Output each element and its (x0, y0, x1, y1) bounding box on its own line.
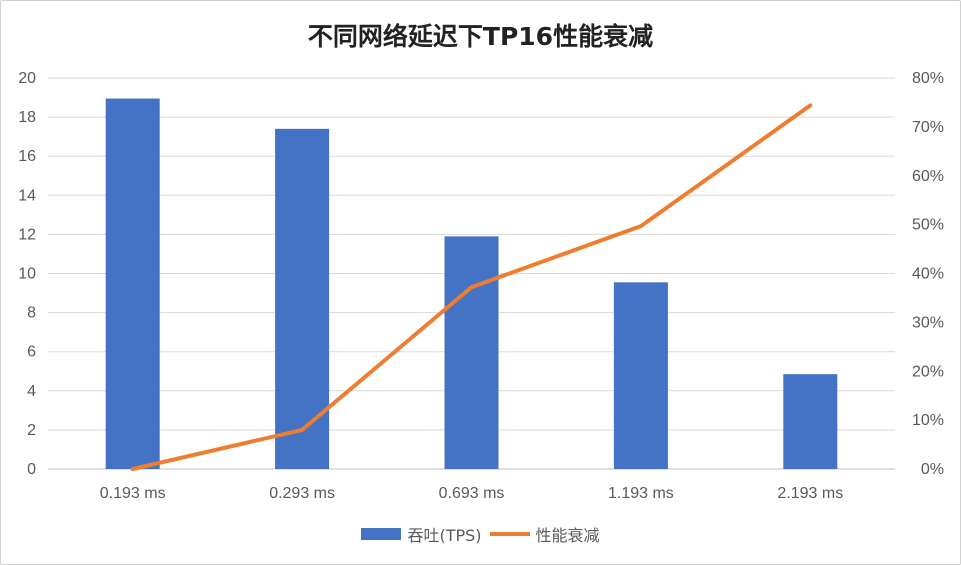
y-left-tick-label: 4 (27, 383, 36, 400)
y-right-tick-label: 10% (912, 412, 944, 429)
bar (613, 282, 668, 469)
y-left-tick-label: 10 (18, 266, 36, 283)
legend-label-decay: 性能衰减 (535, 526, 600, 545)
y-left-tick-label: 0 (27, 461, 36, 478)
decay-point (470, 285, 473, 289)
legend-label-throughput: 吞吐(TPS) (407, 526, 482, 545)
y-right-tick-label: 20% (912, 363, 944, 380)
y-left-tick-label: 18 (18, 109, 36, 126)
y-right-tick-label: 40% (912, 266, 944, 283)
decay-point (808, 103, 812, 107)
y-left-tick-label: 16 (18, 148, 36, 165)
legend-swatch-bar (361, 528, 402, 540)
decay-point (131, 467, 135, 471)
bar (783, 374, 838, 469)
y-right-tick-label: 70% (912, 119, 944, 136)
x-tick-label: 0.193 ms (100, 485, 166, 502)
bar (444, 236, 499, 469)
chart-title: 不同网络延迟下TP16性能衰减 (307, 22, 654, 51)
y-left-tick-label: 2 (27, 422, 36, 439)
y-right-tick-label: 80% (912, 70, 944, 87)
x-tick-label: 1.193 ms (608, 485, 674, 502)
bar (105, 98, 160, 469)
x-tick-label: 0.693 ms (439, 485, 505, 502)
y-left-tick-label: 8 (27, 305, 36, 322)
decay-point (639, 224, 643, 228)
y-right-tick-label: 30% (912, 314, 944, 331)
legend-item-throughput: 吞吐(TPS) (361, 522, 482, 546)
decay-point (300, 428, 304, 432)
y-right-tick-label: 0% (921, 461, 944, 478)
bar (275, 128, 330, 469)
legend-item-decay: 性能衰减 (489, 522, 600, 546)
x-tick-label: 0.293 ms (269, 485, 335, 502)
x-tick-label: 2.193 ms (777, 485, 843, 502)
legend-swatch-line (489, 532, 530, 536)
y-right-tick-label: 60% (912, 168, 944, 185)
y-left-tick-label: 14 (18, 187, 36, 204)
y-left-tick-label: 6 (27, 344, 36, 361)
y-right-tick-label: 50% (912, 217, 944, 234)
y-left-tick-label: 20 (18, 70, 36, 87)
chart-legend: 吞吐(TPS) 性能衰减 (0, 522, 961, 546)
y-left-tick-label: 12 (18, 226, 36, 243)
